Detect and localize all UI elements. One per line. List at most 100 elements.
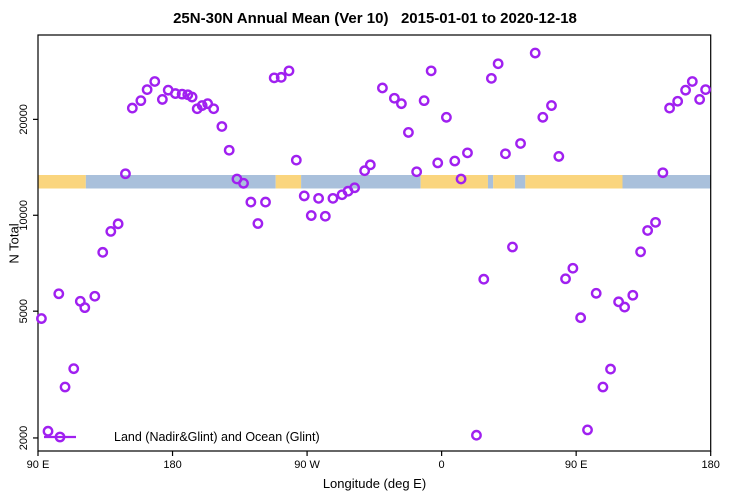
data-point [260, 196, 271, 208]
data-point [120, 168, 131, 180]
data-point [176, 88, 188, 100]
y-tick-label: 20000 [18, 104, 30, 135]
data-point [605, 363, 616, 375]
data-point [283, 65, 295, 77]
data-point [186, 91, 198, 103]
data-point [507, 241, 518, 253]
legend: Land (Nadir&Glint) and Ocean (Glint) [42, 429, 320, 445]
plot-frame [37, 34, 712, 452]
map-strip-ocean-segment [514, 175, 526, 189]
data-point [642, 225, 654, 236]
data-point [664, 102, 675, 114]
data-point [449, 155, 461, 167]
y-tick-label: 10000 [18, 200, 30, 231]
data-point [196, 100, 208, 111]
data-point [268, 72, 280, 84]
map-strip-ocean-segment [622, 175, 711, 189]
data-point [680, 84, 691, 96]
data-point [313, 192, 324, 204]
data-point [208, 103, 220, 115]
data-point [135, 95, 147, 107]
x-tick-label: 0 [439, 459, 445, 471]
data-point [462, 147, 473, 159]
data-point [36, 313, 47, 324]
data-point [619, 301, 630, 313]
data-point [432, 157, 444, 169]
data-point [388, 92, 400, 104]
data-point [403, 127, 414, 138]
data-point [97, 246, 109, 258]
data-point [156, 94, 168, 105]
map-strip-ocean-segment [301, 175, 421, 189]
data-point [349, 182, 361, 194]
data-point [252, 218, 264, 229]
data-point [694, 94, 706, 105]
data-point [298, 190, 310, 202]
data-point [657, 167, 669, 179]
data-point [105, 225, 117, 237]
data-point [59, 381, 71, 393]
data-point [672, 95, 684, 107]
data-point [500, 148, 511, 160]
y-tick-label: 5000 [18, 299, 30, 323]
data-point [537, 111, 549, 123]
x-tick-label: 90 E [27, 459, 50, 471]
data-point [650, 216, 661, 228]
data-point [169, 88, 181, 99]
x-tick-label: 180 [702, 459, 720, 471]
data-point [567, 262, 579, 274]
data-point [627, 289, 639, 301]
data-point [560, 273, 571, 285]
data-point [515, 138, 526, 149]
data-point [700, 84, 712, 96]
map-strip-land-segment [493, 175, 515, 189]
y-tick-label: 2000 [18, 426, 30, 450]
data-point [216, 121, 228, 132]
data-point [149, 76, 161, 87]
data-point [455, 173, 467, 185]
data-point [359, 165, 371, 177]
x-tick-label: 180 [163, 459, 181, 471]
data-point [223, 144, 235, 156]
data-point [546, 100, 557, 111]
legend-label: Land (Nadir&Glint) and Ocean (Glint) [114, 430, 320, 444]
data-point [238, 177, 249, 189]
map-strip-land-segment [525, 175, 623, 189]
map-strip-land-segment [420, 175, 488, 189]
data-point [126, 102, 138, 114]
data-point [613, 296, 625, 308]
data-point [553, 151, 565, 162]
data-point [53, 288, 65, 300]
y-axis-title: N Total [6, 223, 22, 264]
data-point [425, 65, 437, 77]
data-point [377, 82, 388, 94]
data-point [275, 71, 287, 83]
chart-title: 25N-30N Annual Mean (Ver 10) 2015-01-01 … [173, 10, 577, 27]
data-point [575, 312, 587, 324]
data-point [418, 95, 430, 107]
data-point [597, 381, 609, 393]
data-point [68, 363, 80, 375]
map-strip-ocean-segment [487, 175, 494, 189]
data-point [89, 290, 101, 302]
data-point [79, 302, 91, 314]
x-tick-label: 90 W [294, 459, 320, 471]
map-strip-land-segment [38, 175, 86, 189]
data-point [305, 210, 317, 221]
map-strip-land-segment [275, 175, 302, 189]
data-point [582, 424, 593, 436]
data-point [590, 287, 602, 299]
data-point [529, 47, 541, 59]
x-axis-title: Longitude (deg E) [322, 476, 427, 491]
data-point [290, 154, 302, 166]
data-point [141, 84, 153, 96]
data-point [635, 246, 646, 258]
legend-marker-icon [44, 431, 76, 443]
data-point [411, 166, 423, 178]
data-point [364, 159, 376, 171]
data-point [686, 76, 698, 87]
data-point [478, 273, 490, 285]
data-point [112, 218, 124, 230]
